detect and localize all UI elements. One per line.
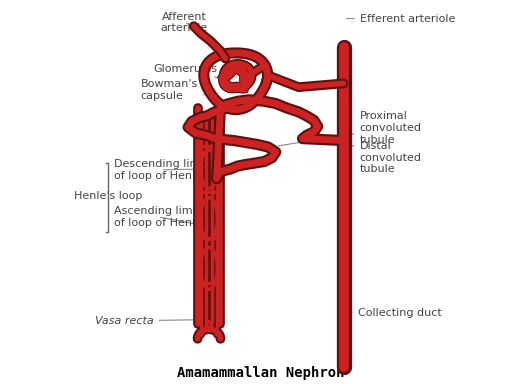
Text: Amamammallan Nephron: Amamammallan Nephron [177, 366, 344, 380]
Text: Descending limb
of loop of Henle: Descending limb of loop of Henle [114, 159, 207, 181]
Text: Bowman's
capsule: Bowman's capsule [141, 79, 204, 101]
Text: Distal
convoluted
tubule: Distal convoluted tubule [309, 132, 421, 174]
Text: Henle's loop: Henle's loop [73, 191, 142, 201]
Text: Efferent arteriole: Efferent arteriole [346, 13, 455, 23]
Text: Afferent
arteriole: Afferent arteriole [160, 12, 208, 33]
Text: Ascending limb
of loop of Henle: Ascending limb of loop of Henle [114, 206, 202, 228]
Text: Collecting duct: Collecting duct [346, 308, 441, 318]
Text: Proximal
convoluted
tubule: Proximal convoluted tubule [279, 111, 421, 146]
Text: Vasa recta: Vasa recta [95, 316, 199, 326]
Text: Glomerulus: Glomerulus [154, 64, 218, 78]
